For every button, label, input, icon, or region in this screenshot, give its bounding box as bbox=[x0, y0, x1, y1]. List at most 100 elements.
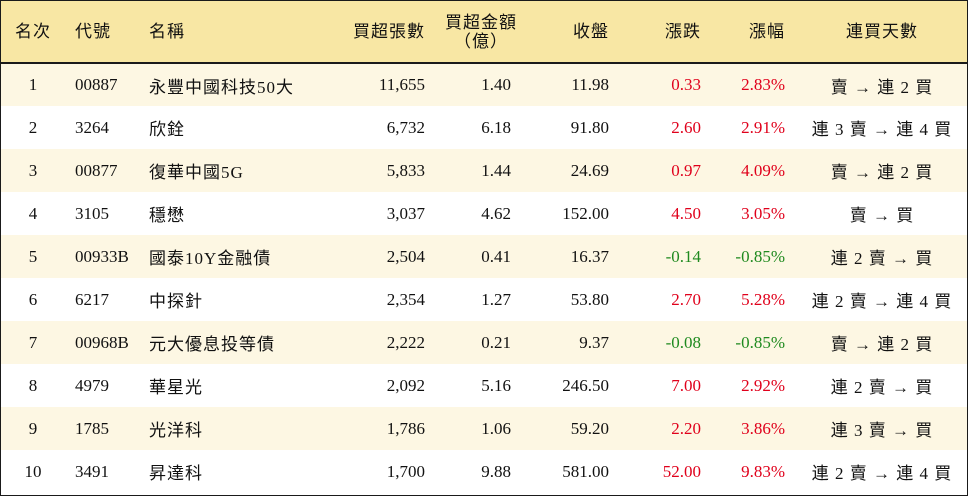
name-cell: 光洋科 bbox=[149, 421, 203, 440]
rank-cell: 7 bbox=[28, 332, 38, 352]
change-pct-cell: 5.28% bbox=[741, 289, 785, 309]
change-pct-cell: 4.09% bbox=[741, 160, 785, 180]
rank-cell: 5 bbox=[28, 246, 38, 266]
header-net-amount-line1: 買超金額 bbox=[445, 12, 517, 32]
change-cell: -0.08 bbox=[665, 332, 701, 352]
net-lots-cell: 11,655 bbox=[378, 75, 425, 94]
code-cell: 6217 bbox=[75, 289, 109, 309]
change-cell: 4.50 bbox=[671, 203, 701, 223]
change-cell: 0.97 bbox=[671, 160, 701, 180]
net-amount-cell: 0.21 bbox=[481, 332, 511, 352]
header-name: 名稱 bbox=[149, 22, 185, 41]
days-cell: 賣 → 連 2 買 bbox=[830, 77, 934, 97]
name-cell: 華星光 bbox=[149, 378, 203, 397]
header-close: 收盤 bbox=[573, 22, 609, 41]
rank-cell: 6 bbox=[28, 289, 38, 309]
header-row: 名次 代號 名稱 買超張數 買超金額 （億） 收盤 漲跌 漲幅 連買天數 bbox=[1, 1, 967, 63]
change-cell: 2.20 bbox=[671, 418, 701, 438]
days-cell: 連 2 賣 → 連 4 買 bbox=[811, 464, 953, 483]
change-cell: 0.33 bbox=[671, 75, 701, 94]
code-cell: 00877 bbox=[75, 160, 118, 180]
code-cell: 3491 bbox=[75, 461, 109, 481]
code-cell: 00887 bbox=[75, 75, 118, 94]
net-amount-cell: 1.06 bbox=[481, 418, 511, 438]
net-lots-cell: 2,092 bbox=[386, 375, 425, 395]
net-amount-cell: 4.62 bbox=[481, 203, 511, 223]
close-cell: 59.20 bbox=[570, 418, 609, 438]
header-net-lots: 買超張數 bbox=[353, 22, 425, 41]
code-cell: 4979 bbox=[75, 375, 109, 395]
name-cell: 國泰10Y金融債 bbox=[149, 249, 272, 268]
table-row[interactable]: 10 3491 昇達科 1,700 9.88 581.00 52.00 9.83% 連 2 賣 … bbox=[1, 450, 967, 493]
net-amount-cell: 1.44 bbox=[481, 160, 511, 180]
net-lots-cell: 5,833 bbox=[386, 160, 425, 180]
code-cell: 00933B bbox=[75, 246, 129, 266]
name-cell: 中探針 bbox=[149, 292, 203, 311]
change-pct-cell: 2.91% bbox=[741, 117, 785, 137]
table-row[interactable]: 4 3105 穩懋 3,037 4.62 152.00 4.50 3.05% 賣 → 買 bbox=[1, 192, 967, 235]
net-amount-cell: 9.88 bbox=[481, 461, 511, 481]
days-cell: 賣 → 連 2 買 bbox=[830, 163, 934, 182]
table-row[interactable]: 9 1785 光洋科 1,786 1.06 59.20 2.20 3.86% 連 3 賣 → 買 bbox=[1, 407, 967, 450]
close-cell: 581.00 bbox=[562, 461, 609, 481]
rank-cell: 3 bbox=[28, 160, 38, 180]
net-amount-cell: 5.16 bbox=[481, 375, 511, 395]
close-cell: 53.80 bbox=[570, 289, 609, 309]
net-lots-cell: 2,504 bbox=[386, 246, 425, 266]
change-cell: 7.00 bbox=[671, 375, 701, 395]
table-row[interactable]: 8 4979 華星光 2,092 5.16 246.50 7.00 2.92% 連 2 賣 → … bbox=[1, 364, 967, 407]
table-row[interactable]: 7 00968B 元大優息投等債 2,222 0.21 9.37 -0.08 -0.85% 賣 … bbox=[1, 321, 967, 364]
change-pct-cell: -0.85% bbox=[735, 332, 785, 352]
change-pct-cell: 9.83% bbox=[741, 461, 785, 481]
name-cell: 穩懋 bbox=[149, 206, 185, 225]
change-cell: 2.60 bbox=[671, 117, 701, 137]
rank-cell: 1 bbox=[28, 75, 38, 94]
days-cell: 賣 → 連 2 買 bbox=[830, 335, 934, 354]
table-row[interactable]: 2 3264 欣銓 6,732 6.18 91.80 2.60 2.91% 連 3 賣 → 連 … bbox=[1, 106, 967, 149]
header-change: 漲跌 bbox=[665, 22, 701, 41]
name-cell: 元大優息投等債 bbox=[149, 335, 275, 354]
name-cell: 欣銓 bbox=[149, 120, 185, 139]
net-amount-cell: 1.27 bbox=[481, 289, 511, 309]
rank-cell: 2 bbox=[28, 117, 38, 137]
name-cell: 永豐中國科技50大 bbox=[149, 77, 294, 97]
rank-cell: 8 bbox=[28, 375, 38, 395]
table-body: 1 00887 永豐中國科技50大 11,655 1.40 11.98 0.33 2.83% 賣… bbox=[1, 63, 967, 493]
days-cell: 連 2 賣 → 買 bbox=[830, 378, 934, 397]
close-cell: 11.98 bbox=[571, 75, 609, 94]
net-amount-cell: 0.41 bbox=[481, 246, 511, 266]
table-row[interactable]: 3 00877 復華中國5G 5,833 1.44 24.69 0.97 4.09% 賣 → 連… bbox=[1, 149, 967, 192]
net-lots-cell: 3,037 bbox=[386, 203, 425, 223]
rank-cell: 9 bbox=[28, 418, 38, 438]
table-row[interactable]: 5 00933B 國泰10Y金融債 2,504 0.41 16.37 -0.14 -0.85%… bbox=[1, 235, 967, 278]
change-pct-cell: 2.92% bbox=[741, 375, 785, 395]
change-pct-cell: 3.86% bbox=[741, 418, 785, 438]
name-cell: 昇達科 bbox=[149, 464, 203, 483]
net-lots-cell: 1,700 bbox=[386, 461, 425, 481]
change-pct-cell: -0.85% bbox=[735, 246, 785, 266]
close-cell: 246.50 bbox=[562, 375, 609, 395]
header-net-amount: 買超金額 （億） bbox=[425, 1, 525, 63]
table-row[interactable]: 1 00887 永豐中國科技50大 11,655 1.40 11.98 0.33 2.83% 賣… bbox=[1, 63, 967, 106]
close-cell: 24.69 bbox=[570, 160, 609, 180]
code-cell: 3105 bbox=[75, 203, 109, 223]
days-cell: 連 2 賣 → 買 bbox=[830, 249, 934, 268]
days-cell: 連 3 賣 → 連 4 買 bbox=[811, 120, 953, 139]
code-cell: 1785 bbox=[75, 418, 109, 438]
days-cell: 連 2 賣 → 連 4 買 bbox=[811, 292, 953, 311]
code-cell: 3264 bbox=[75, 117, 109, 137]
change-pct-cell: 3.05% bbox=[741, 203, 785, 223]
header-change-pct: 漲幅 bbox=[749, 22, 785, 41]
net-amount-cell: 1.40 bbox=[481, 75, 511, 94]
close-cell: 152.00 bbox=[562, 203, 609, 223]
net-lots-cell: 2,354 bbox=[386, 289, 425, 309]
close-cell: 16.37 bbox=[570, 246, 609, 266]
net-amount-cell: 6.18 bbox=[481, 117, 511, 137]
table-row[interactable]: 6 6217 中探針 2,354 1.27 53.80 2.70 5.28% 連 2 賣 → 連… bbox=[1, 278, 967, 321]
change-cell: -0.14 bbox=[665, 246, 701, 266]
header-rank: 名次 bbox=[15, 22, 51, 41]
header-code: 代號 bbox=[75, 22, 111, 41]
net-lots-cell: 6,732 bbox=[386, 117, 425, 137]
net-lots-cell: 2,222 bbox=[386, 332, 425, 352]
